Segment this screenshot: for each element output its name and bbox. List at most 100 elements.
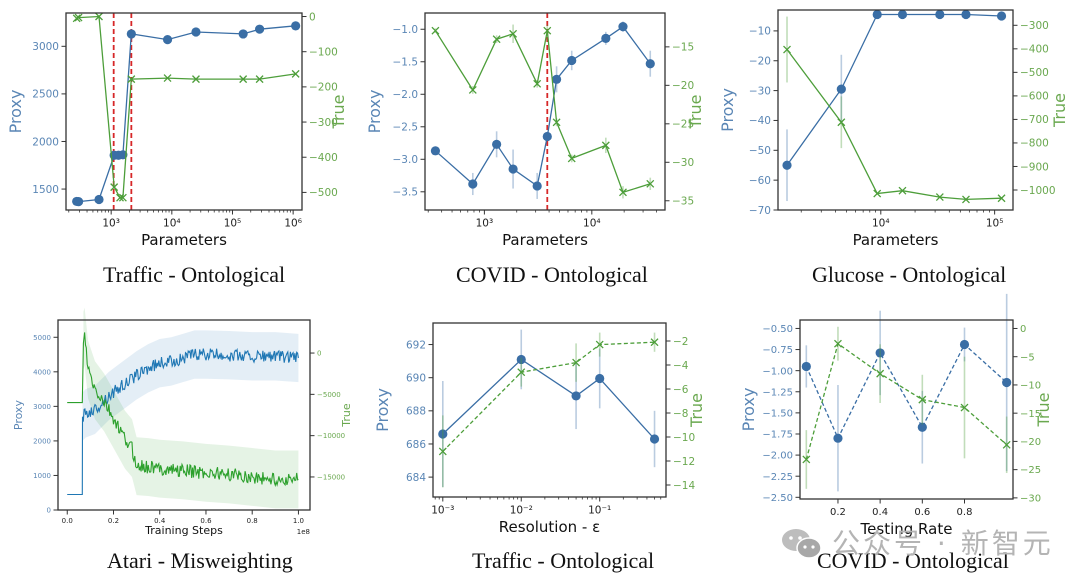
data-point-true [543,26,552,35]
y-left-tick-label: −20 [749,56,771,68]
y-left-tick-label: −0.50 [762,324,793,335]
x-marker-stroke [116,193,124,202]
x-marker-stroke [601,141,610,150]
y-left-tick-label: −2.00 [762,451,793,462]
data-point-proxy [935,9,945,20]
data-point-proxy [532,181,542,191]
y-right-tick-label: −800 [1020,138,1049,150]
data-point-true [95,12,103,21]
data-point-proxy [917,422,927,432]
y-left-tick-label: 690 [406,372,426,384]
x-tick-label: 1.0 [293,517,304,525]
chart-p1: 10³ 10⁴ 10⁵ 10⁶ 1500 2000 2500 3000 0 −100 −200 −30… [6,11,348,249]
data-point-true [517,368,526,377]
y-right-tick-label: −10 [1020,381,1041,392]
data-point-true [935,193,944,202]
x-tick-label: 0.4 [872,507,888,518]
y-right-tick-label: −5 [1020,352,1035,363]
y-left-tick-label: −1.75 [762,430,793,441]
data-point-true [192,75,200,84]
x-tick-label: 10⁻¹ [588,505,611,517]
data-point-proxy [897,9,908,20]
data-point-true [876,369,885,378]
x-marker-stroke [619,188,627,197]
x-tick-label: 0.2 [108,517,119,525]
x-axis-label: Parameters [141,231,227,249]
y-right-tick-label: −500 [1020,67,1049,79]
data-point-true [533,79,542,88]
x-marker-stroke [837,118,846,127]
data-point-proxy [162,35,173,45]
data-point-proxy [875,348,885,358]
y-right-tick-label: −10000 [317,432,345,440]
y-left-tick-label: 2500 [32,89,59,101]
data-point-true [72,14,81,23]
data-point-true [127,75,136,84]
y-right-tick-label: −20 [1020,437,1041,448]
caption-covid-ontological-top: COVID - Ontological [456,262,648,287]
data-point-true [962,195,970,204]
y-left-tick-label: −30 [749,85,771,97]
data-point-proxy [516,354,526,365]
caption-glucose-ontological: Glucose - Ontological [812,262,1007,287]
data-point-true [619,188,627,197]
data-point-proxy [94,194,104,205]
data-point-true [552,118,561,127]
x-marker-stroke [543,26,552,35]
y-right-tick-label: −1000 [1020,185,1056,197]
y-left-tick-label: 3000 [32,41,59,53]
y-right-tick-label: −15 [1020,409,1041,420]
data-point-proxy [551,74,562,84]
data-point-proxy [961,9,971,20]
series-line-proxy [805,343,1008,440]
x-tick-label: 10⁶ [284,218,302,230]
y-left-axis-label: Proxy [12,399,25,430]
y-right-axis-label: True [340,403,353,428]
y-left-tick-label: −1.00 [762,366,793,377]
chart-p2: 10³ 10⁴ −1.0 −1.5 −2.0 −2.5 −3.0 −3.5 −15 −20 −25 −… [365,12,705,249]
x-offset-label: 1e8 [297,528,310,536]
plot-frame [799,319,1014,500]
data-point-proxy [126,29,136,39]
x-tick-label: 10³ [102,218,120,230]
y-left-tick-label: 684 [406,472,426,484]
series-line-true [76,15,296,199]
y-right-tick-label: −700 [1020,114,1049,126]
x-marker-stroke [163,74,172,83]
y-right-tick-label: −25 [672,119,694,131]
series-line-true [442,341,655,452]
data-point-proxy [191,27,201,37]
data-point-true [239,75,248,84]
data-point-proxy [801,361,811,372]
x-tick-label: 10⁴ [872,218,890,230]
x-marker-stroke [960,403,969,412]
caption-covid-ontological-bottom: COVID - Ontological [817,548,1009,573]
y-left-tick-label: −70 [749,205,771,217]
data-point-true [431,26,440,35]
y-right-tick-label: −12 [673,456,695,468]
y-left-tick-label: −3.5 [393,187,419,199]
x-marker-stroke [533,79,542,88]
x-marker-stroke [110,183,119,192]
data-point-proxy [645,59,655,69]
data-point-true [898,186,907,195]
x-axis-label: Parameters [502,231,588,249]
y-left-tick-label: 0 [47,507,51,515]
y-left-axis-label: Proxy [365,90,384,134]
data-point-proxy [291,21,301,31]
data-point-true [601,141,610,150]
y-right-tick-label: −25 [1020,465,1041,476]
y-left-tick-label: −0.75 [762,345,793,356]
data-point-true [873,189,882,198]
data-point-true [74,13,83,22]
x-marker-stroke [192,75,200,84]
x-tick-label: 10⁻² [510,505,533,517]
x-marker-stroke [72,14,81,23]
data-point-true [110,183,119,192]
x-marker-stroke [74,13,83,22]
data-point-true [118,193,127,202]
x-marker-stroke [646,179,655,188]
data-point-proxy [492,139,502,149]
x-tick-label: 10⁴ [163,218,181,230]
x-marker-stroke [291,69,300,78]
